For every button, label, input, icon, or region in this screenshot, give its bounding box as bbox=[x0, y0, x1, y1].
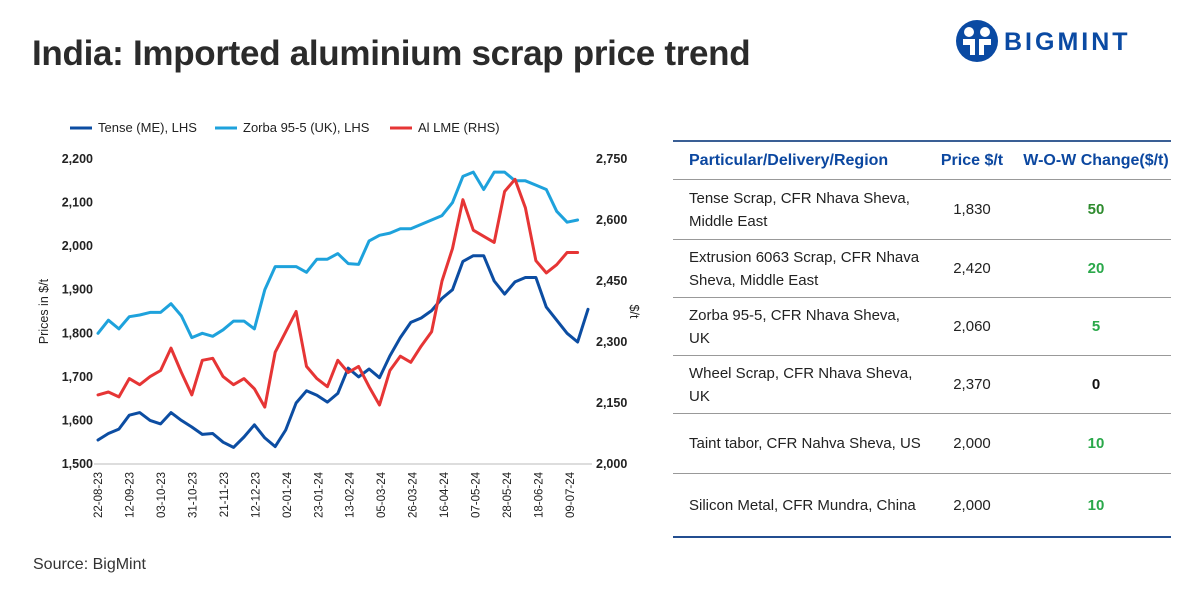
y-left-tick-label: 1,600 bbox=[62, 413, 93, 427]
table-row: Tense Scrap, CFR Nhava Sheva, Middle Eas… bbox=[673, 180, 1171, 240]
x-tick-label: 12-12-23 bbox=[250, 472, 262, 518]
row-price: 2,000 bbox=[953, 496, 991, 514]
table-row: Taint tabor, CFR Nahva Sheva, US 2,000 10 bbox=[673, 414, 1171, 474]
row-change: 0 bbox=[1091, 376, 1101, 393]
y-left-axis-title: Prices in $/t bbox=[37, 278, 51, 344]
x-tick-label: 05-03-24 bbox=[376, 471, 388, 518]
y-right-axis-title: $/t bbox=[627, 305, 641, 319]
logo-text: BIGMINT bbox=[1004, 28, 1131, 56]
page-title: India: Imported aluminium scrap price tr… bbox=[32, 34, 751, 73]
row-change: 10 bbox=[1087, 435, 1105, 452]
price-trend-chart: 1,500 1,600 1,700 1,800 1,900 2,000 2,100 2,200… bbox=[37, 120, 641, 518]
header-particular: Particular/Delivery/Region bbox=[689, 151, 889, 169]
x-tick-label: 12-09-23 bbox=[124, 472, 136, 518]
row-particular: Silicon Metal, CFR Mundra, China bbox=[689, 496, 916, 514]
row-price: 2,370 bbox=[953, 376, 991, 393]
row-particular: Zorba 95-5, CFR Nhava Sheva, UK bbox=[689, 306, 900, 347]
y-left-tick-label: 2,200 bbox=[62, 152, 93, 166]
x-tick-label: 02-01-24 bbox=[282, 471, 294, 518]
row-change: 20 bbox=[1087, 260, 1105, 277]
table-header: Particular/Delivery/Region Price $/t W-O… bbox=[673, 142, 1171, 180]
row-change: 10 bbox=[1087, 496, 1105, 514]
x-tick-label: 26-03-24 bbox=[408, 471, 420, 518]
source-note: Source: BigMint bbox=[33, 556, 146, 573]
y-left-tick-label: 1,900 bbox=[62, 283, 93, 297]
y-left-tick-label: 1,700 bbox=[62, 370, 93, 384]
x-tick-label: 23-01-24 bbox=[313, 471, 325, 518]
x-tick-label: 28-05-24 bbox=[502, 471, 514, 518]
legend-label: Al LME (RHS) bbox=[418, 120, 500, 135]
y-right-tick-label: 2,150 bbox=[596, 396, 627, 410]
row-change: 50 bbox=[1087, 201, 1105, 218]
y-left-tick-label: 2,000 bbox=[62, 239, 93, 253]
x-tick-label: 03-10-23 bbox=[156, 472, 168, 518]
row-price: 1,830 bbox=[953, 201, 991, 218]
row-particular: Tense Scrap, CFR Nhava Sheva, Middle Eas… bbox=[689, 189, 910, 230]
row-price: 2,060 bbox=[953, 318, 991, 335]
y-left-tick-label: 2,100 bbox=[62, 196, 93, 210]
table-body: Tense Scrap, CFR Nhava Sheva, Middle Eas… bbox=[673, 180, 1171, 536]
price-table: Particular/Delivery/Region Price $/t W-O… bbox=[673, 140, 1171, 538]
bigmint-logo: BIGMINT bbox=[955, 19, 1165, 63]
series-line-0 bbox=[96, 254, 590, 449]
row-price: 2,000 bbox=[953, 435, 991, 452]
row-particular: Wheel Scrap, CFR Nhava Sheva, UK bbox=[689, 364, 913, 405]
y-right-tick-label: 2,300 bbox=[596, 335, 627, 349]
bigmint-logo-icon bbox=[956, 20, 998, 62]
x-tick-label: 07-05-24 bbox=[471, 471, 483, 518]
x-tick-label: 09-07-24 bbox=[565, 471, 577, 518]
series-line-1 bbox=[96, 170, 580, 340]
y-right-tick-label: 2,000 bbox=[596, 457, 627, 471]
x-tick-label: 21-11-23 bbox=[219, 472, 231, 517]
row-change: 5 bbox=[1091, 318, 1101, 335]
x-tick-label: 31-10-23 bbox=[187, 472, 199, 518]
y-right-tick-label: 2,450 bbox=[596, 274, 627, 288]
table-row: Wheel Scrap, CFR Nhava Sheva, UK 2,370 0 bbox=[673, 356, 1171, 414]
x-tick-label: 13-02-24 bbox=[345, 471, 357, 518]
table-row: Silicon Metal, CFR Mundra, China 2,000 10 bbox=[673, 474, 1171, 536]
y-right-tick-label: 2,600 bbox=[596, 213, 627, 227]
row-price: 2,420 bbox=[953, 260, 991, 277]
y-left-tick-label: 1,500 bbox=[62, 457, 93, 471]
legend-label: Tense (ME), LHS bbox=[98, 120, 197, 135]
y-right-tick-label: 2,750 bbox=[596, 152, 627, 166]
legend-label: Zorba 95-5 (UK), LHS bbox=[243, 120, 370, 135]
y-left-tick-label: 1,800 bbox=[62, 326, 93, 340]
row-particular: Taint tabor, CFR Nahva Sheva, US bbox=[689, 435, 921, 452]
x-tick-label: 22-08-23 bbox=[93, 472, 105, 518]
x-tick-label: 18-06-24 bbox=[534, 471, 546, 518]
row-particular: Extrusion 6063 Scrap, CFR Nhava Sheva, M… bbox=[689, 248, 920, 289]
series-line-2 bbox=[96, 177, 580, 409]
table-row: Zorba 95-5, CFR Nhava Sheva, UK 2,060 5 bbox=[673, 298, 1171, 356]
x-tick-label: 16-04-24 bbox=[439, 471, 451, 518]
header-change: W-O-W Change($/t) bbox=[1023, 151, 1169, 169]
table-row: Extrusion 6063 Scrap, CFR Nhava Sheva, M… bbox=[673, 240, 1171, 298]
header-price: Price $/t bbox=[940, 151, 1004, 169]
